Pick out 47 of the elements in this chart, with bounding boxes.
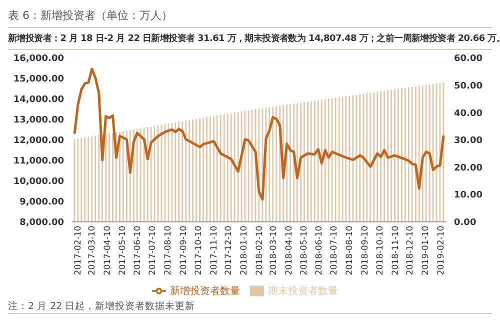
x-tick-label: 2018-01-10 (240, 226, 250, 276)
chart-subtitle: 新增投资者：2 月 18 日-2 月 22 日新增投资者 31.61 万，期末投资者数为 14,807.48 万；之前一周新增投资者 20.66 万。 (8, 32, 500, 46)
y2-tick-label: 20.00 (454, 163, 482, 174)
x-tick-label: 2018-11-10 (390, 226, 401, 276)
y2-tick-label: 0.00 (454, 218, 476, 228)
x-tick-label: 2018-05-10 (299, 226, 310, 276)
y-tick-label: 13,000.00 (13, 116, 64, 126)
legend-label: 新增投资者数量 (170, 286, 240, 297)
x-tick-label: 2018-08-10 (345, 226, 356, 276)
x-tick-label: 2019-01-10 (421, 226, 432, 276)
x-tick-label: 2018-10-10 (375, 226, 386, 276)
y-tick-label: 10,000.00 (13, 176, 64, 187)
y-tick-label: 15,000.00 (13, 74, 64, 85)
x-tick-label: 2018-12-10 (406, 226, 416, 276)
y2-tick-label: 50.00 (454, 81, 482, 92)
y-tick-label: 8,000.00 (20, 218, 64, 228)
x-tick-label: 2018-02-10 (255, 226, 266, 276)
y2-tick-label: 30.00 (454, 136, 482, 146)
x-tick-label: 2017-10-10 (194, 226, 204, 276)
x-tick-label: 2017-08-10 (164, 226, 174, 276)
x-tick-label: 2017-11-10 (209, 226, 220, 276)
y2-tick-label: 60.00 (454, 54, 482, 64)
x-tick-label: 2018-06-10 (314, 226, 325, 276)
x-tick-label: 2017-07-10 (148, 226, 158, 276)
x-tick-label: 2018-07-10 (330, 226, 340, 276)
x-tick-label: 2017-02-10 (74, 226, 84, 276)
y2-tick-label: 10.00 (454, 190, 482, 201)
x-tick-label: 2019-02-10 (436, 226, 447, 276)
x-tick-label: 2018-04-10 (284, 226, 294, 276)
x-tick-label: 2017-04-10 (102, 226, 113, 276)
x-tick-label: 2017-12-10 (224, 226, 234, 276)
chart-title: 表 6：新增投资者（单位：万人） (8, 8, 492, 28)
line-series (73, 68, 445, 201)
legend-label: 期末投资者数量 (268, 286, 338, 297)
x-tick-label: 2017-03-10 (87, 226, 98, 276)
y2-tick-label: 40.00 (454, 108, 482, 119)
y-tick-label: 14,000.00 (13, 95, 64, 106)
x-tick-label: 2017-05-10 (118, 226, 128, 276)
y-tick-label: 11,000.00 (13, 156, 64, 167)
x-tick-label: 2017-06-10 (133, 226, 144, 276)
x-tick-label: 2018-09-10 (360, 226, 370, 276)
y-tick-label: 9,000.00 (20, 197, 64, 208)
x-tick-label: 2018-03-10 (268, 226, 279, 276)
y-tick-label: 16,000.00 (13, 54, 64, 64)
x-tick-label: 2017-09-10 (178, 226, 189, 276)
y-tick-label: 12,000.00 (13, 136, 64, 146)
text: 注：2 月 22 日起，新增投资者数据未更新 (8, 298, 492, 314)
